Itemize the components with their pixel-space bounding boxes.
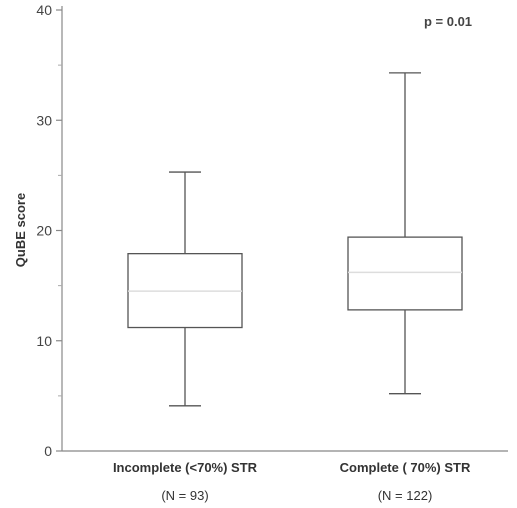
box-group-2: Complete ( 70%) STR (N = 122) (340, 72, 471, 503)
p-value-annotation: p = 0.01 (424, 14, 472, 29)
y-tick-label: 20 (36, 223, 52, 239)
boxes: Incomplete (<70%) STR (N = 93) Complete ( … (113, 72, 471, 503)
y-tick-label: 40 (36, 2, 52, 18)
y-axis-label: QuBE score (13, 193, 28, 267)
x-category-n-label: (N = 93) (161, 488, 208, 503)
y-tick-label: 30 (36, 112, 52, 128)
x-category-label: Complete ( 70%) STR (340, 460, 471, 475)
x-category-n-label: (N = 122) (378, 488, 433, 503)
x-category-label: Incomplete (<70%) STR (113, 460, 258, 475)
iqr-box (347, 236, 463, 311)
box-group-1: Incomplete (<70%) STR (N = 93) (113, 171, 258, 503)
y-tick-label: 10 (36, 333, 52, 349)
axes: 0 10 20 30 40 (36, 2, 508, 459)
y-tick-label: 0 (44, 443, 52, 459)
